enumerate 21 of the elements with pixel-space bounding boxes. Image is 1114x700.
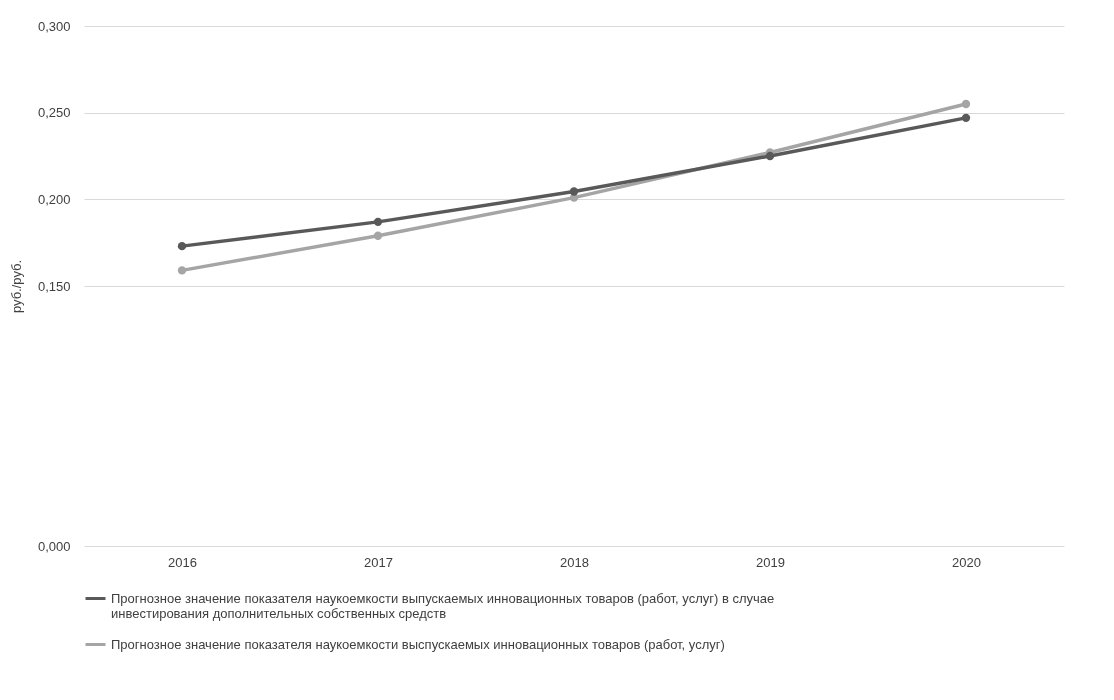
point — [961, 99, 971, 109]
point — [961, 113, 971, 123]
x-tick-label: 2016 — [168, 554, 197, 570]
point — [569, 187, 579, 196]
point — [177, 241, 187, 251]
x-tick-label: 2020 — [952, 554, 981, 570]
point — [765, 151, 775, 161]
y-axis-title: руб./руб. — [8, 259, 24, 314]
legend-label: Прогнозное значение показателя наукоемкости выпускаемых инновационных товаров (работ, услуг) в случае инвестирования дополнительных собственных средств — [111, 590, 775, 621]
legend-label: Прогнозное значение показателя наукоемкости выспускаемых инновационных товаров (работ, услуг) — [111, 636, 725, 652]
point — [177, 266, 187, 275]
x-tick-label: 2019 — [756, 554, 785, 570]
y-tick-label: 0,300 — [37, 18, 71, 34]
y-tick-label: 0,000 — [37, 538, 71, 554]
y-tick-label: 0,200 — [37, 191, 71, 207]
y-tick-label: 0,250 — [37, 105, 71, 121]
point — [373, 231, 383, 240]
x-tick-label: 2018 — [560, 554, 589, 570]
point — [373, 217, 383, 227]
x-tick-label: 2017 — [364, 554, 393, 570]
y-tick-label: 0,150 — [37, 278, 71, 294]
